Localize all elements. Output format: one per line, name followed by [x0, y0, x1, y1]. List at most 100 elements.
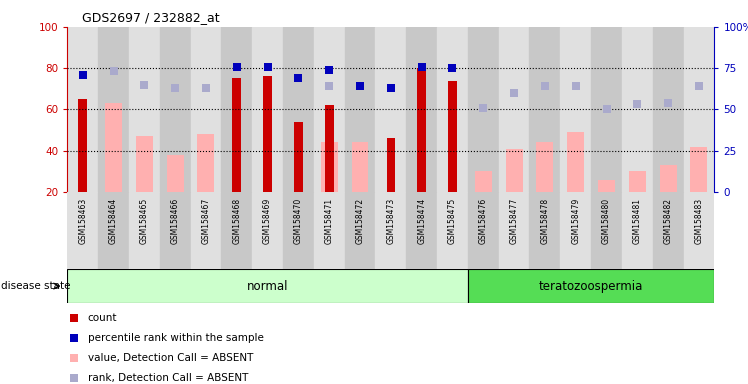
- Bar: [263, 76, 272, 192]
- Point: [539, 83, 551, 89]
- Bar: [598, 180, 615, 192]
- Bar: [352, 142, 369, 192]
- Bar: [417, 68, 426, 192]
- Point: [68, 355, 80, 361]
- Bar: [560, 192, 591, 269]
- Point: [693, 83, 705, 89]
- Point: [384, 85, 396, 91]
- Bar: [129, 27, 160, 192]
- Bar: [314, 27, 345, 192]
- Bar: [105, 103, 122, 192]
- Text: rank, Detection Call = ABSENT: rank, Detection Call = ABSENT: [88, 373, 248, 383]
- Point: [631, 101, 643, 108]
- Text: normal: normal: [247, 280, 288, 293]
- Text: GSM158478: GSM158478: [540, 198, 549, 244]
- Point: [108, 68, 120, 74]
- Text: GSM158474: GSM158474: [417, 198, 426, 244]
- Bar: [191, 192, 221, 269]
- Bar: [622, 192, 653, 269]
- Text: GSM158479: GSM158479: [571, 198, 580, 244]
- Point: [169, 85, 181, 91]
- Bar: [475, 171, 491, 192]
- Text: GSM158471: GSM158471: [325, 198, 334, 244]
- Text: GSM158470: GSM158470: [294, 198, 303, 244]
- Text: disease state: disease state: [1, 281, 70, 291]
- Bar: [499, 192, 530, 269]
- Bar: [67, 192, 98, 269]
- Point: [662, 100, 674, 106]
- Point: [354, 83, 366, 89]
- Bar: [591, 27, 622, 192]
- Bar: [79, 99, 87, 192]
- Bar: [283, 27, 314, 192]
- Point: [354, 83, 366, 89]
- Point: [292, 75, 304, 81]
- Text: GSM158465: GSM158465: [140, 198, 149, 244]
- Bar: [690, 147, 708, 192]
- Bar: [684, 192, 714, 269]
- Bar: [536, 142, 554, 192]
- Point: [447, 65, 459, 71]
- Point: [416, 63, 428, 70]
- Bar: [197, 134, 215, 192]
- Point: [323, 83, 335, 89]
- Text: GSM158469: GSM158469: [263, 198, 272, 244]
- Point: [262, 63, 274, 70]
- Bar: [136, 136, 153, 192]
- Bar: [560, 27, 591, 192]
- Point: [323, 67, 335, 73]
- Text: GSM158477: GSM158477: [509, 198, 518, 244]
- Point: [68, 335, 80, 341]
- Bar: [167, 155, 183, 192]
- Bar: [221, 192, 252, 269]
- Bar: [653, 192, 684, 269]
- Point: [508, 90, 520, 96]
- Bar: [437, 192, 468, 269]
- Bar: [252, 192, 283, 269]
- Bar: [629, 171, 646, 192]
- Bar: [448, 81, 457, 192]
- Bar: [221, 27, 252, 192]
- Text: GSM158463: GSM158463: [79, 198, 88, 244]
- Bar: [468, 27, 499, 192]
- Bar: [98, 192, 129, 269]
- Text: GSM158473: GSM158473: [386, 198, 396, 244]
- Text: count: count: [88, 313, 117, 323]
- Bar: [622, 27, 653, 192]
- Point: [477, 105, 489, 111]
- Text: value, Detection Call = ABSENT: value, Detection Call = ABSENT: [88, 353, 253, 363]
- Bar: [160, 27, 191, 192]
- Bar: [67, 269, 468, 303]
- Bar: [530, 192, 560, 269]
- Text: percentile rank within the sample: percentile rank within the sample: [88, 333, 263, 343]
- Bar: [283, 192, 314, 269]
- Text: GSM158483: GSM158483: [694, 198, 703, 244]
- Text: GSM158472: GSM158472: [355, 198, 364, 244]
- Text: GSM158467: GSM158467: [201, 198, 210, 244]
- Text: GSM158481: GSM158481: [633, 198, 642, 244]
- Point: [68, 315, 80, 321]
- Bar: [387, 138, 395, 192]
- Bar: [252, 27, 283, 192]
- Bar: [468, 269, 714, 303]
- Bar: [233, 78, 241, 192]
- Text: GSM158476: GSM158476: [479, 198, 488, 244]
- Bar: [530, 27, 560, 192]
- Bar: [345, 27, 375, 192]
- Bar: [660, 165, 677, 192]
- Text: GSM158464: GSM158464: [109, 198, 118, 244]
- Point: [200, 85, 212, 91]
- Bar: [437, 27, 468, 192]
- Bar: [567, 132, 584, 192]
- Bar: [375, 27, 406, 192]
- Bar: [345, 192, 375, 269]
- Bar: [325, 105, 334, 192]
- Bar: [653, 27, 684, 192]
- Bar: [67, 27, 98, 192]
- Bar: [98, 27, 129, 192]
- Bar: [506, 149, 523, 192]
- Point: [138, 82, 150, 88]
- Bar: [321, 142, 337, 192]
- Point: [77, 72, 89, 78]
- Bar: [191, 27, 221, 192]
